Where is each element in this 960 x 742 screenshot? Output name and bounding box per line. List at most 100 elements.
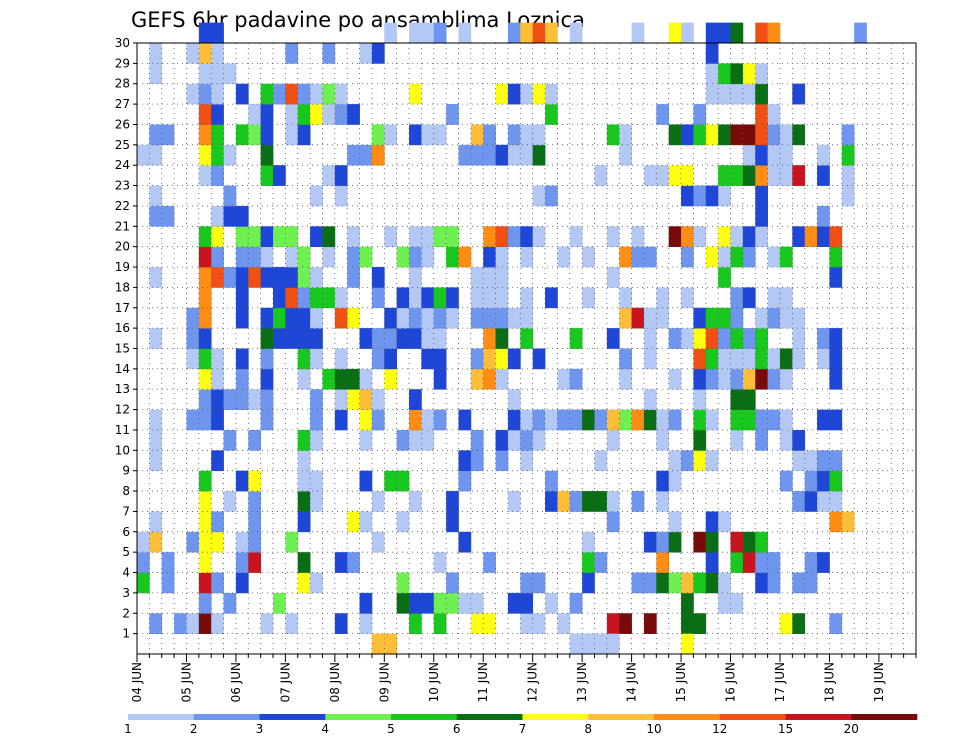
heatmap-cell [285, 267, 299, 288]
x-tick-label: 13 JUN [575, 662, 589, 702]
heatmap-cell [619, 368, 632, 390]
heatmap-cell [248, 104, 262, 125]
y-tick-label: 28 [115, 77, 130, 91]
heatmap-cell [211, 511, 224, 533]
y-tick-label: 24 [115, 158, 130, 172]
y-tick-label: 10 [115, 443, 130, 457]
heatmap-cell [483, 307, 496, 329]
heatmap-cell [174, 613, 187, 634]
heatmap-cell [643, 328, 657, 349]
x-tick-label: 12 JUN [526, 662, 540, 702]
heatmap-cell [730, 348, 744, 370]
heatmap-cell [409, 307, 422, 329]
heatmap-cell [705, 552, 719, 573]
heatmap-cell [421, 348, 435, 370]
heatmap-cell [198, 409, 212, 431]
heatmap-cell [742, 348, 756, 370]
heatmap-cell [211, 205, 224, 227]
heatmap-cell [767, 104, 781, 125]
heatmap-cell [779, 368, 793, 390]
heatmap-cell [631, 572, 645, 594]
heatmap-cell [334, 389, 348, 410]
heatmap-cell [545, 22, 558, 44]
heatmap-cell [409, 389, 422, 410]
heatmap-cell [334, 83, 348, 105]
heatmap-cell [347, 511, 360, 533]
y-tick-label: 12 [115, 403, 130, 417]
heatmap-cell [223, 205, 237, 227]
heatmap-cell [149, 63, 163, 85]
heatmap-cell [668, 450, 682, 472]
colorbar-swatch [588, 714, 655, 720]
heatmap-cell [248, 267, 262, 288]
heatmap-cell [520, 429, 534, 451]
heatmap-cell [260, 307, 274, 329]
heatmap-cell [186, 409, 200, 431]
heatmap-cell [718, 246, 731, 268]
heatmap-cell [211, 104, 224, 125]
heatmap-cell [730, 409, 744, 431]
y-tick-label: 4 [122, 566, 130, 580]
heatmap-cell [433, 592, 447, 614]
heatmap-cell [334, 613, 348, 634]
heatmap-cell [273, 83, 286, 105]
heatmap-cell [297, 552, 311, 573]
heatmap-cell [792, 328, 806, 349]
heatmap-cell [149, 409, 163, 431]
heatmap-cell [260, 124, 274, 146]
heatmap-cell [817, 491, 830, 512]
heatmap-cell [507, 592, 521, 614]
heatmap-cell [458, 246, 472, 268]
heatmap-cell [458, 592, 472, 614]
heatmap-cell [730, 531, 744, 553]
colorbar-swatch [259, 714, 326, 720]
colorbar-swatch [522, 714, 589, 720]
heatmap-cell [483, 124, 496, 146]
heatmap-cell [507, 429, 521, 451]
heatmap-cell [718, 328, 731, 349]
heatmap-cell [520, 144, 534, 166]
heatmap-cell [470, 287, 484, 309]
heatmap-cell [433, 409, 447, 431]
heatmap-cell [297, 450, 311, 472]
heatmap-cell [792, 450, 806, 472]
heatmap-cell [495, 328, 509, 349]
heatmap-cell [804, 450, 818, 472]
heatmap-cell [631, 491, 645, 512]
heatmap-cell [829, 470, 843, 492]
heatmap-cell [631, 22, 645, 44]
heatmap-cell [409, 491, 422, 512]
heatmap-cell [693, 307, 707, 329]
heatmap-cell [384, 307, 398, 329]
heatmap-cell [310, 491, 323, 512]
heatmap-cell [705, 22, 719, 44]
heatmap-cell [520, 83, 534, 105]
heatmap-cell [507, 409, 521, 431]
heatmap-cell [804, 552, 818, 573]
heatmap-cell [495, 287, 509, 309]
heatmap-cell [643, 348, 657, 370]
heatmap-cell [371, 348, 385, 370]
heatmap-cell [718, 185, 731, 207]
heatmap-cell [841, 511, 855, 533]
heatmap-cell [359, 43, 373, 64]
heatmap-cell [594, 450, 608, 472]
heatmap-cell [235, 531, 249, 553]
heatmap-cell [656, 572, 670, 594]
y-tick-label: 22 [115, 199, 130, 213]
heatmap-cell [223, 429, 237, 451]
heatmap-cell [310, 287, 323, 309]
heatmap-cell [198, 267, 212, 288]
heatmap-cell [384, 328, 398, 349]
heatmap-cell [681, 124, 694, 146]
heatmap-cell [396, 328, 410, 349]
heatmap-cell [705, 307, 719, 329]
heatmap-cell [433, 613, 447, 634]
heatmap-cell [396, 429, 410, 451]
colorbar-swatch [325, 714, 392, 720]
heatmap-cell [705, 246, 719, 268]
heatmap-cell [285, 246, 299, 268]
heatmap-cell [569, 592, 583, 614]
heatmap-cell [817, 226, 830, 248]
